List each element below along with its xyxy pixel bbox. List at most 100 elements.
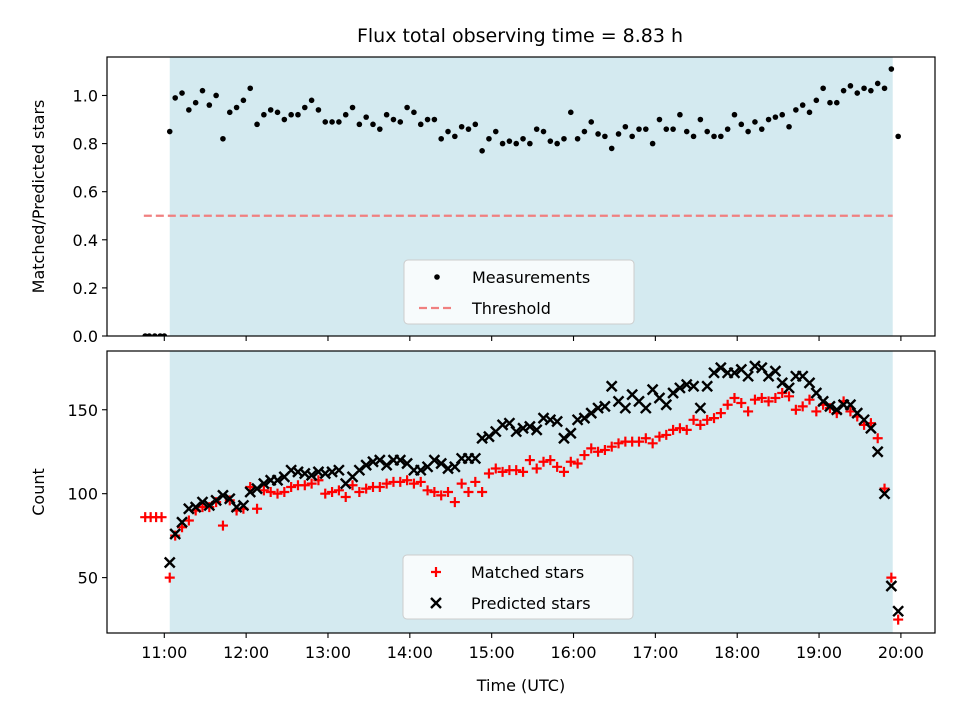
data-point: [649, 140, 656, 147]
data-point: [674, 382, 686, 394]
data-point: [881, 85, 888, 92]
y-tick-label: 0.6: [73, 183, 98, 202]
data-point: [602, 133, 608, 140]
data-point: [874, 80, 881, 87]
data-point: [166, 128, 173, 135]
axes-frame: [106, 350, 936, 634]
data-point: [374, 481, 385, 492]
data-point: [769, 365, 782, 377]
data-point: [510, 425, 523, 438]
y-tick-label: 100: [67, 485, 98, 504]
legend-label: Predicted stars: [471, 594, 591, 613]
data-point: [251, 482, 263, 495]
data-point: [661, 429, 672, 440]
data-point: [878, 487, 891, 500]
data-point: [558, 466, 569, 477]
bottom-panel: 50 100 150 11:00 12:00 13:00 14:00 15:00 16:00 17…: [29, 350, 936, 695]
data-point: [261, 111, 267, 118]
data-point: [660, 398, 673, 411]
series-measurements: [142, 66, 901, 336]
data-point: [820, 85, 826, 92]
data-point: [469, 452, 482, 465]
data-point: [756, 393, 767, 403]
data-point: [758, 126, 765, 132]
data-point: [830, 403, 843, 416]
data-point: [196, 496, 209, 508]
data-point: [511, 465, 522, 476]
data-point: [702, 414, 713, 425]
data-point: [169, 528, 182, 540]
data-point: [333, 485, 344, 496]
data-point: [424, 116, 431, 123]
data-point: [492, 128, 499, 135]
data-point: [572, 458, 583, 469]
data-point: [258, 485, 269, 496]
data-point: [267, 107, 274, 113]
x-tick-label: 18:00: [714, 643, 760, 662]
data-point: [483, 468, 494, 479]
data-point: [327, 487, 338, 497]
data-point: [151, 333, 158, 336]
data-point: [381, 478, 392, 489]
data-point: [245, 481, 256, 492]
data-point: [606, 441, 617, 452]
data-point: [463, 487, 474, 497]
data-point: [161, 333, 168, 336]
data-point: [315, 107, 322, 113]
data-point: [305, 469, 318, 482]
data-point: [776, 377, 789, 389]
data-point: [567, 109, 574, 116]
data-point: [340, 492, 351, 503]
data-point: [558, 432, 570, 445]
data-point: [811, 406, 822, 417]
y-tick-label: 0.4: [73, 231, 98, 250]
data-point: [588, 119, 595, 125]
data-point: [845, 406, 856, 417]
data-point: [320, 488, 331, 499]
data-point: [868, 87, 874, 94]
data-point: [629, 133, 635, 140]
data-point: [456, 478, 467, 489]
data-point: [213, 92, 219, 99]
data-point: [879, 483, 890, 494]
data-point: [210, 494, 222, 507]
data-point: [895, 133, 901, 140]
data-point: [422, 485, 433, 496]
data-point: [622, 123, 629, 130]
data-point: [301, 104, 308, 111]
data-point: [608, 145, 615, 152]
data-point: [518, 466, 529, 477]
data-point: [619, 402, 632, 414]
data-point: [643, 126, 649, 132]
data-point: [240, 97, 247, 104]
top-panel: 0.0 0.2 0.4 0.6 0.8 1.0 Matched/Predicted star…: [29, 56, 936, 346]
legend-box: [403, 259, 635, 325]
data-point: [561, 135, 567, 142]
x-tick-label: 17:00: [632, 643, 678, 662]
data-point: [538, 456, 549, 467]
data-point: [333, 464, 345, 477]
data-point: [690, 133, 697, 140]
data-point: [722, 399, 733, 410]
data-point: [295, 111, 301, 118]
data-point: [288, 111, 294, 118]
y-tick-label: 150: [67, 401, 98, 420]
data-point: [402, 475, 413, 486]
data-point: [670, 126, 676, 132]
x-tick-label: 16:00: [550, 643, 596, 662]
data-point: [647, 438, 658, 449]
data-point: [237, 499, 250, 512]
data-point: [186, 107, 192, 113]
data-point: [886, 572, 897, 583]
data-point: [299, 480, 310, 491]
data-point: [599, 400, 611, 413]
data-point: [254, 121, 260, 128]
data-point: [813, 97, 820, 104]
data-point: [633, 436, 644, 447]
data-point: [452, 133, 458, 140]
data-point: [677, 111, 683, 118]
data-point: [613, 438, 624, 449]
data-point: [156, 512, 167, 523]
data-point: [731, 111, 738, 118]
x-axis-label: Time (UTC): [476, 676, 565, 695]
